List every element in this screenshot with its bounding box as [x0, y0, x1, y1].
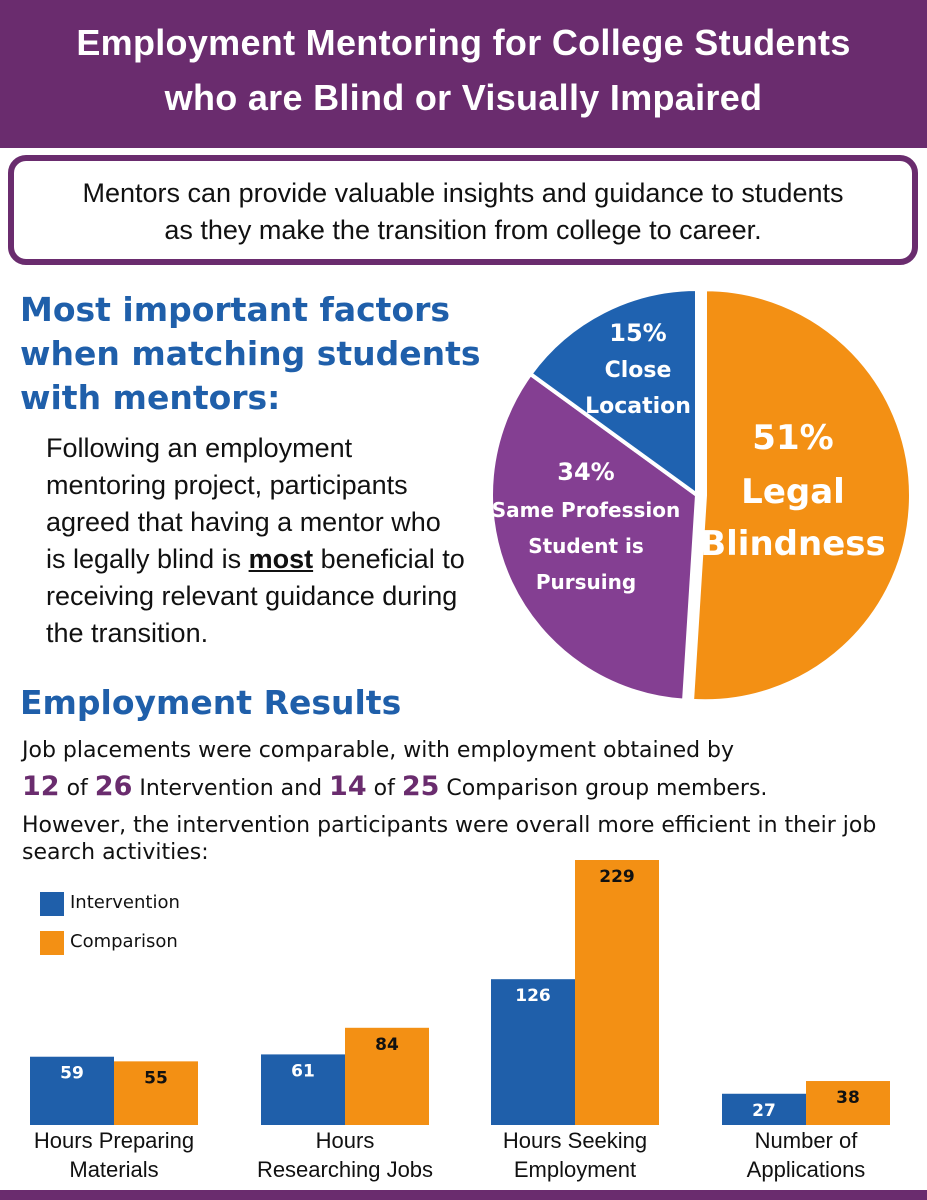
- bar: [575, 860, 659, 1125]
- number: 14: [329, 771, 367, 802]
- text: beneficial to receiving relevant guidanc…: [46, 544, 465, 648]
- paragraph: Job placements were comparable, with emp…: [22, 733, 912, 807]
- text: of: [373, 776, 395, 801]
- footer-bar: [0, 1190, 927, 1200]
- pie-category-label: Same Profession Student is Pursuing: [491, 498, 681, 594]
- text: Job placements were comparable, with emp…: [22, 738, 735, 763]
- legend-swatch: [40, 931, 64, 955]
- text: Following an employment mentoring projec…: [46, 433, 441, 574]
- pie-value-label: 15%: [609, 319, 667, 347]
- emphasis: most: [248, 544, 314, 574]
- header: Employment Mentoring for College Student…: [0, 0, 927, 148]
- bar-value-label: 27: [752, 1101, 776, 1121]
- intro-text: as they make the transition from college…: [164, 215, 762, 245]
- paragraph: Following an employment mentoring projec…: [46, 430, 466, 652]
- bar-value-label: 126: [515, 986, 551, 1006]
- bar: [722, 1093, 806, 1125]
- bar-value-label: 55: [144, 1068, 168, 1088]
- pie-label: 51% Legal Blindness: [693, 410, 893, 570]
- x-tick-label: Hours Preparing: [33, 1128, 195, 1153]
- number: 26: [94, 771, 133, 802]
- bar: [491, 979, 575, 1125]
- pie-label: 15% Close Location: [578, 313, 698, 425]
- x-tick-label: Hours Seeking: [502, 1128, 648, 1153]
- title: who are Blind or Visually Impaired: [164, 77, 763, 118]
- text: Comparison group members.: [446, 776, 768, 801]
- pie-value-label: 34%: [557, 458, 615, 486]
- pie-category-label: Legal Blindness: [700, 472, 886, 564]
- x-tick-label: Number of: [754, 1128, 858, 1153]
- intro-box: Mentors can provide valuable insights an…: [8, 155, 918, 265]
- x-tick-label: Hours: [315, 1128, 375, 1153]
- x-tick-label: Applications: [746, 1157, 866, 1182]
- text: of: [66, 776, 88, 801]
- text: Intervention and: [139, 776, 323, 801]
- number: 12: [22, 771, 60, 802]
- x-tick-label: Employment: [513, 1157, 637, 1182]
- section-heading: Employment Results: [20, 683, 402, 722]
- bar-value-label: 61: [291, 1061, 315, 1081]
- bar-value-label: 59: [60, 1064, 84, 1084]
- bar: [345, 1027, 429, 1125]
- title: Employment Mentoring for College Student…: [76, 22, 851, 63]
- bar: [261, 1054, 345, 1125]
- intro-text: Mentors can provide valuable insights an…: [82, 178, 844, 208]
- number: 25: [401, 771, 440, 802]
- paragraph: However, the intervention participants w…: [22, 813, 877, 865]
- bar: [806, 1081, 890, 1125]
- bar-value-label: 229: [599, 867, 635, 887]
- pie-slice: [689, 287, 913, 704]
- legend-label: Intervention: [70, 892, 180, 913]
- x-tick-label: Materials: [69, 1157, 159, 1182]
- legend-label: Comparison: [70, 931, 178, 952]
- bar-value-label: 38: [836, 1088, 860, 1108]
- bar: [30, 1056, 114, 1125]
- pie-value-label: 51%: [752, 418, 834, 458]
- pie-slice: [489, 371, 700, 703]
- legend-swatch: [40, 892, 64, 916]
- pie-slice: [527, 286, 699, 499]
- pie-label: 34% Same Profession Student is Pursuing: [481, 452, 691, 600]
- section-heading: Most important factors when matching stu…: [20, 290, 481, 417]
- bar: [114, 1061, 198, 1125]
- x-tick-label: Researching Jobs: [256, 1157, 434, 1182]
- pie-category-label: Close Location: [585, 358, 691, 419]
- bar-value-label: 84: [375, 1035, 399, 1055]
